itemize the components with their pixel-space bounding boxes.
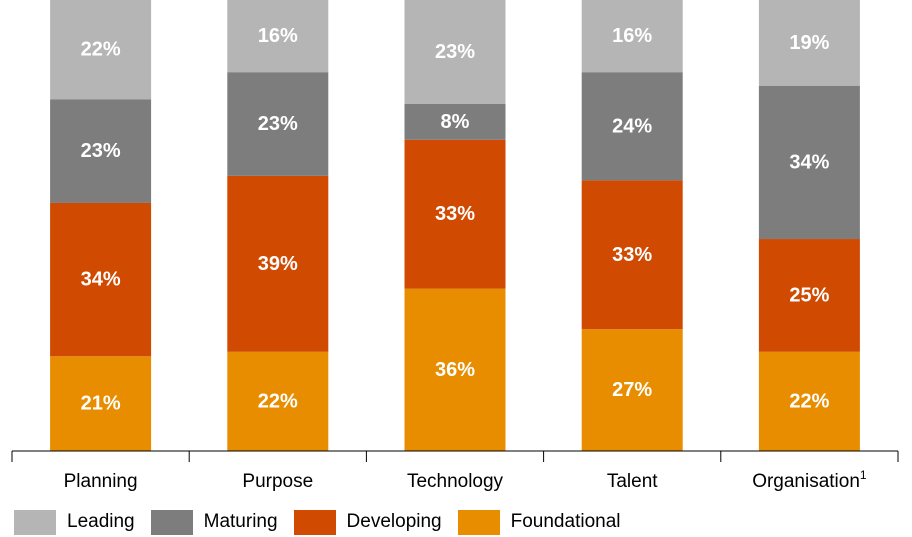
bar-segment-foundational-planning bbox=[50, 356, 152, 451]
bar-segment-foundational-talent bbox=[581, 329, 683, 451]
legend: Leading Maturing Developing Foundational bbox=[14, 508, 637, 536]
bar-segment-foundational-technology bbox=[404, 288, 506, 451]
legend-label-foundational: Foundational bbox=[510, 511, 621, 532]
category-label-talent: Talent bbox=[607, 471, 658, 492]
x-axis bbox=[11, 450, 899, 462]
category-label-technology: Technology bbox=[407, 471, 504, 492]
bar-segment-maturing-purpose bbox=[227, 72, 329, 176]
stacked-bar-chart: 21% 34% 23% 22% 22% 39% 23% 16% 36% 33% 8% 23% 27% 33… bbox=[11, 0, 899, 492]
legend-label-developing: Developing bbox=[346, 511, 442, 532]
bar-segment-developing-planning bbox=[50, 202, 152, 357]
bar-segment-foundational-purpose bbox=[227, 351, 329, 451]
bar-segment-maturing-organisation bbox=[758, 85, 860, 240]
legend-item-maturing: Maturing bbox=[150, 509, 278, 535]
bar-segment-leading-planning bbox=[50, 0, 152, 100]
legend-item-leading: Leading bbox=[14, 509, 135, 535]
data-label-maturing-technology: 8% bbox=[441, 111, 470, 133]
legend-label-maturing: Maturing bbox=[203, 511, 278, 532]
data-label-leading-talent: 16% bbox=[612, 25, 652, 47]
category-label-planning: Planning bbox=[64, 471, 138, 492]
data-label-leading-organisation: 19% bbox=[789, 32, 829, 54]
legend-swatch-leading bbox=[14, 509, 56, 535]
data-label-leading-technology: 23% bbox=[435, 41, 475, 63]
bar-segment-developing-purpose bbox=[227, 175, 329, 352]
category-label-organisation: Organisation1 bbox=[752, 468, 867, 492]
data-label-maturing-planning: 23% bbox=[81, 140, 121, 162]
bar-segment-leading-organisation bbox=[758, 0, 860, 86]
bars-layer: 21% 34% 23% 22% 22% 39% 23% 16% 36% 33% 8% 23% 27% 33… bbox=[50, 0, 860, 451]
bar-segment-leading-purpose bbox=[227, 0, 329, 73]
legend-swatch-developing bbox=[293, 509, 336, 535]
legend-item-foundational: Foundational bbox=[457, 509, 621, 535]
data-label-developing-talent: 33% bbox=[612, 244, 652, 266]
category-label-purpose: Purpose bbox=[242, 471, 313, 492]
data-label-foundational-talent: 27% bbox=[612, 379, 652, 401]
data-label-maturing-organisation: 34% bbox=[789, 151, 829, 173]
legend-label-leading: Leading bbox=[67, 511, 135, 532]
bar-segment-leading-talent bbox=[581, 0, 683, 73]
bar-segment-developing-organisation bbox=[758, 239, 860, 352]
data-label-maturing-purpose: 23% bbox=[258, 113, 298, 135]
bar-segment-developing-technology bbox=[404, 139, 506, 289]
data-label-developing-purpose: 39% bbox=[258, 253, 298, 275]
bar-segment-maturing-technology bbox=[404, 103, 506, 140]
data-label-developing-organisation: 25% bbox=[789, 284, 829, 306]
legend-swatch-foundational bbox=[457, 509, 500, 535]
bar-segment-foundational-organisation bbox=[758, 351, 860, 451]
bar-segment-developing-talent bbox=[581, 180, 683, 330]
data-label-developing-planning: 34% bbox=[81, 269, 121, 291]
data-label-maturing-talent: 24% bbox=[612, 115, 652, 137]
category-labels: Planning Purpose Technology Talent Organisat… bbox=[64, 468, 867, 492]
data-label-leading-purpose: 16% bbox=[258, 25, 298, 47]
legend-swatch-maturing bbox=[150, 509, 193, 535]
data-label-foundational-purpose: 22% bbox=[258, 390, 298, 412]
data-label-foundational-technology: 36% bbox=[435, 359, 475, 381]
data-label-foundational-organisation: 22% bbox=[789, 390, 829, 412]
data-label-leading-planning: 22% bbox=[81, 39, 121, 61]
data-label-developing-technology: 33% bbox=[435, 203, 475, 225]
bar-segment-maturing-planning bbox=[50, 99, 152, 203]
bar-segment-maturing-talent bbox=[581, 72, 683, 181]
data-label-foundational-planning: 21% bbox=[81, 393, 121, 415]
bar-segment-leading-technology bbox=[404, 0, 506, 104]
legend-item-developing: Developing bbox=[293, 509, 442, 535]
